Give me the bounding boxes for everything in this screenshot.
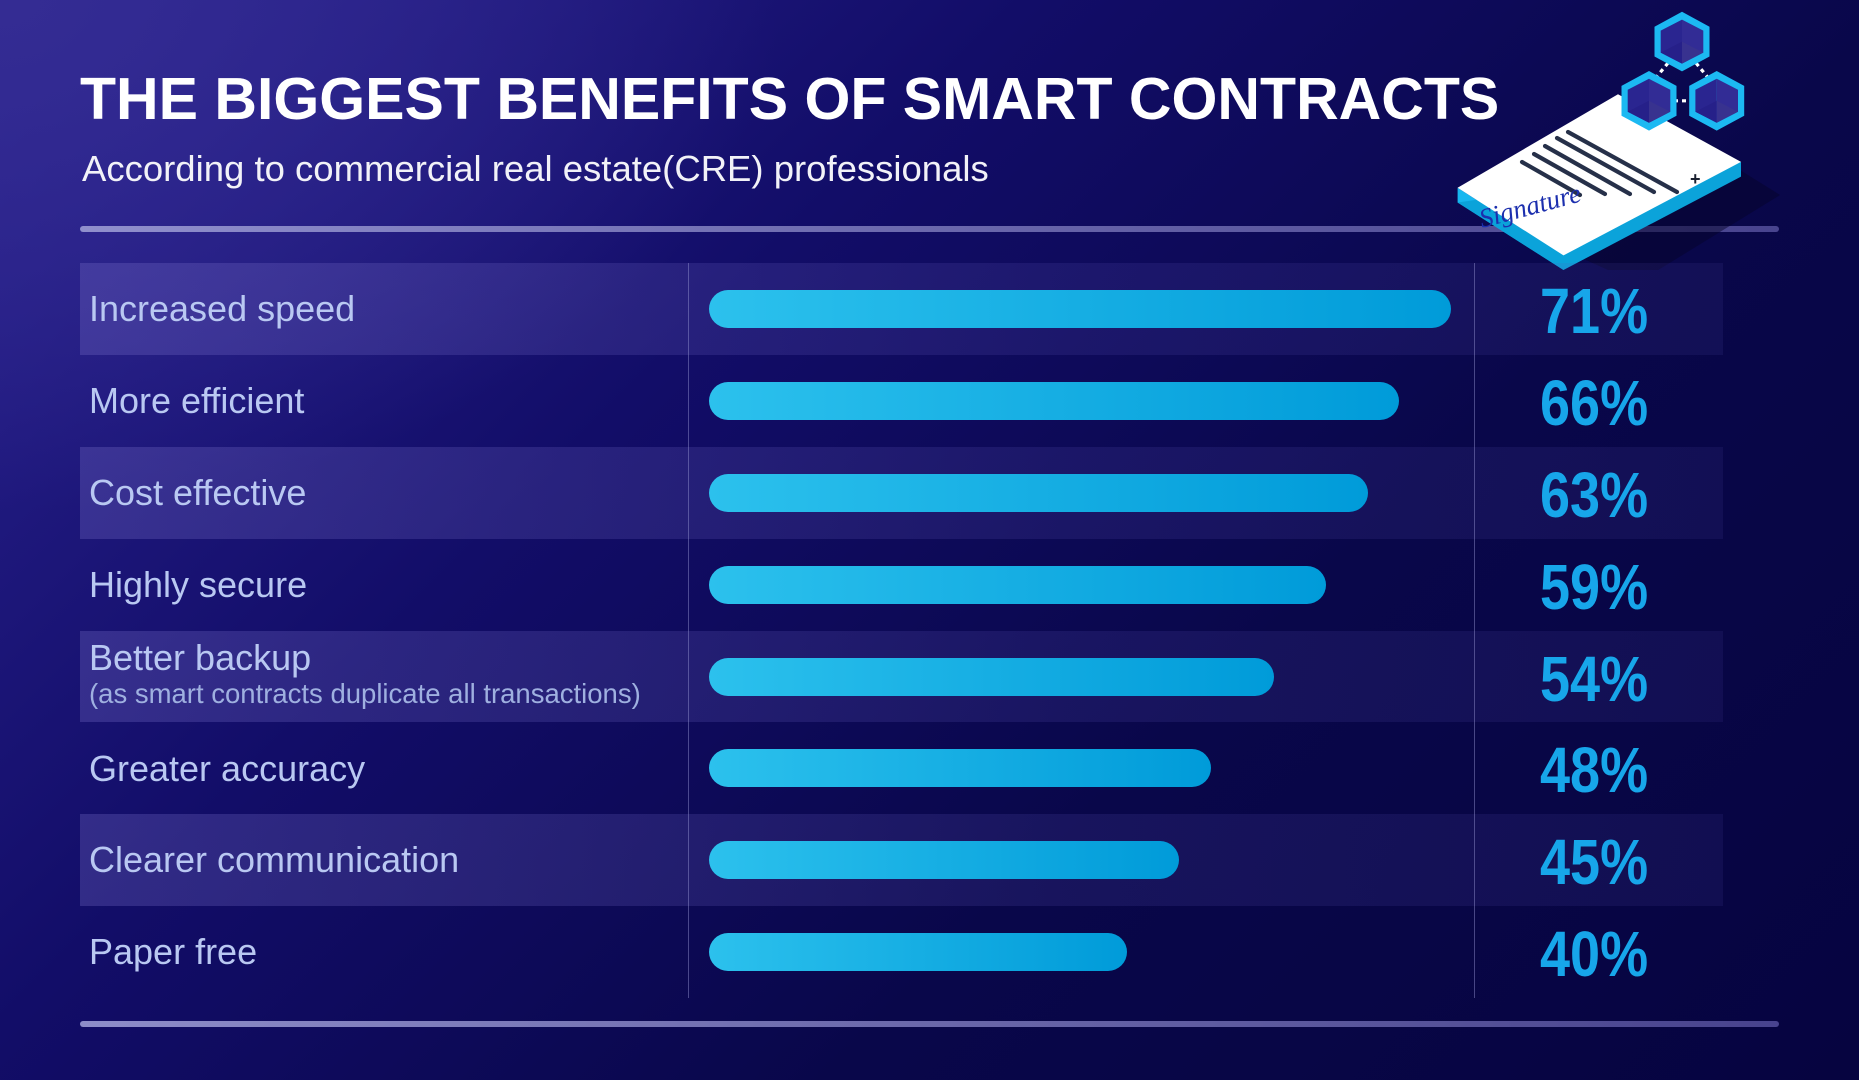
svg-text:+: +	[1690, 169, 1701, 189]
